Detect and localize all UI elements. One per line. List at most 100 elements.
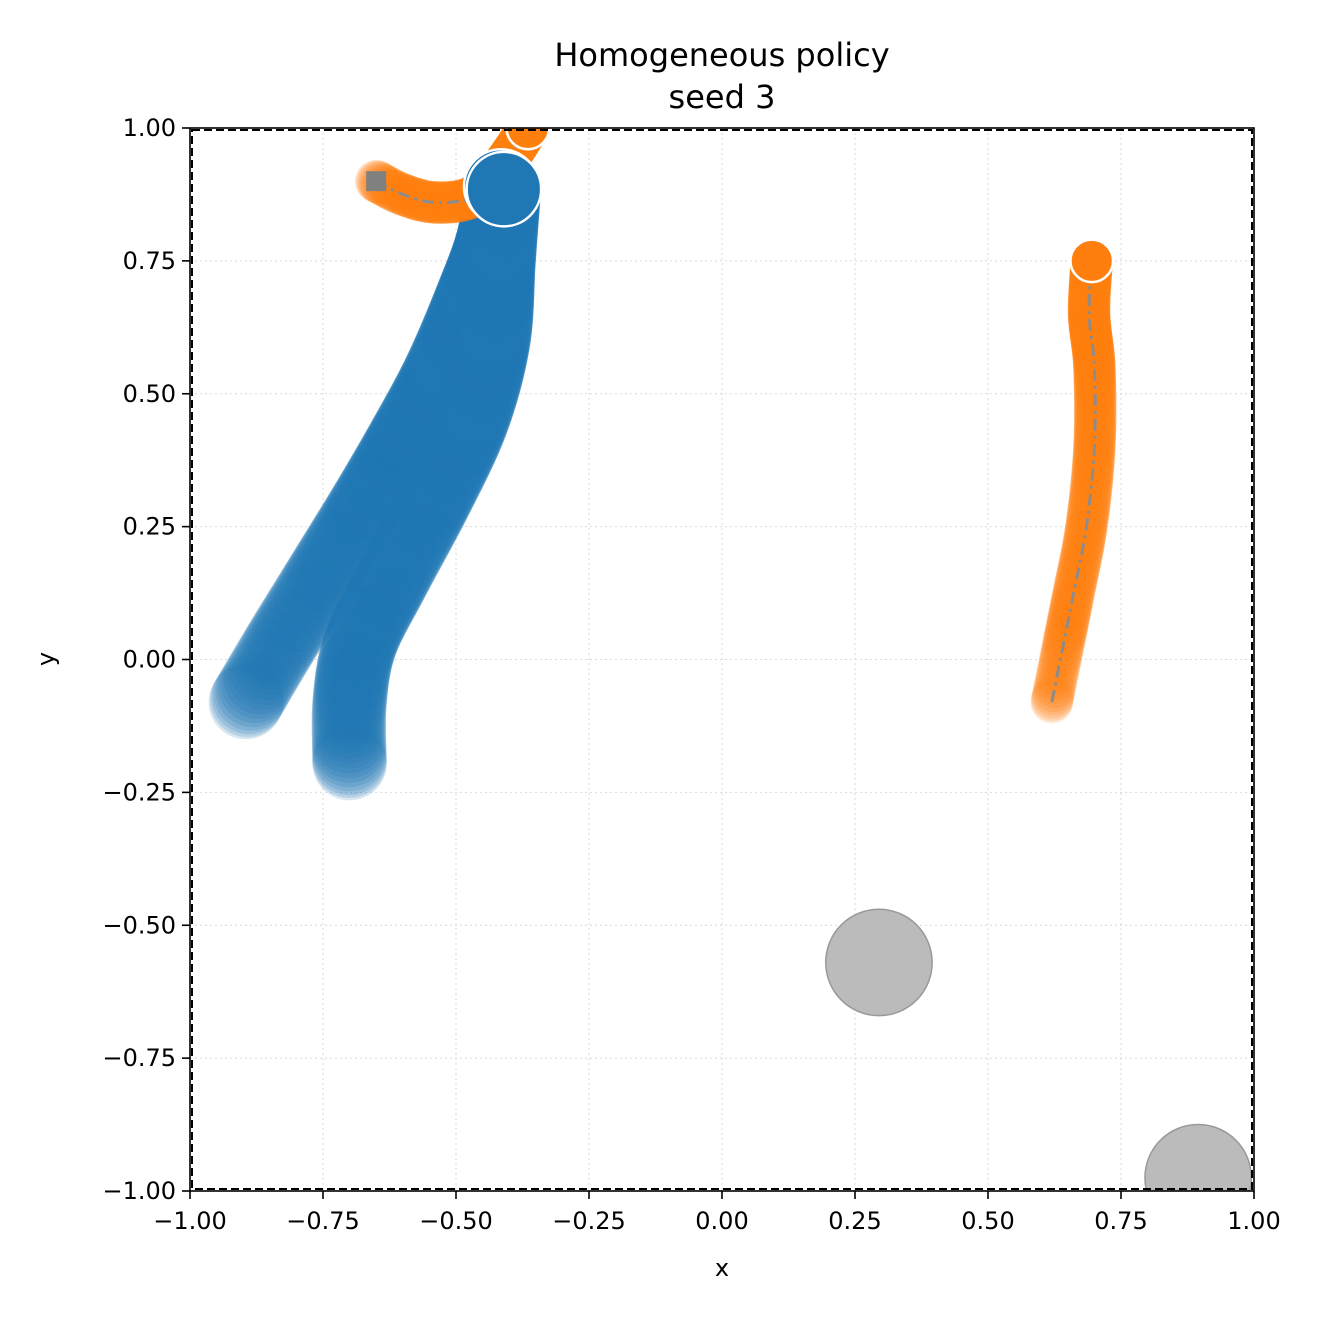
- trail-dot: [234, 620, 310, 696]
- x-axis-ticks: −1.00 −0.75 −0.50 −0.25 0.00 0.25 0.50 0.75 1.00: [153, 1191, 1281, 1235]
- x-tick-label: −0.50: [419, 1207, 493, 1235]
- trail-dot: [352, 547, 427, 623]
- trail-dot: [421, 181, 464, 224]
- trail-dot: [1066, 494, 1110, 538]
- trail-dot: [312, 725, 387, 801]
- trail-dot: [332, 584, 407, 660]
- trail-dot: [315, 635, 391, 711]
- trail-dot: [294, 522, 370, 597]
- trail-dot: [1039, 635, 1083, 679]
- y-tick-label: 0.75: [123, 247, 176, 275]
- trail-dot: [291, 527, 367, 602]
- x-tick-label: 1.00: [1227, 1207, 1280, 1235]
- trail-dot: [328, 468, 403, 543]
- trail-dot: [254, 587, 330, 662]
- trail-dot: [354, 542, 430, 618]
- trail-dot: [312, 720, 387, 795]
- x-tick-label: 0.25: [828, 1207, 881, 1235]
- trail-dot: [392, 176, 435, 220]
- trail-dot: [357, 418, 433, 493]
- trail-dot: [349, 431, 425, 507]
- y-tick-label: −0.25: [102, 778, 176, 806]
- x-tick-label: −0.25: [552, 1207, 626, 1235]
- trail-dot: [352, 427, 427, 502]
- agent-path-line: [1050, 260, 1097, 703]
- trail-dot: [370, 394, 446, 470]
- trail-dot: [376, 385, 451, 460]
- trail-dot: [208, 664, 284, 740]
- trail-dot: [415, 181, 459, 224]
- trail-dot: [313, 656, 388, 731]
- trail-dot: [321, 610, 397, 686]
- trail-dot: [311, 708, 387, 783]
- trail-dot: [301, 512, 376, 587]
- agent-final-position: [1069, 238, 1115, 284]
- y-tick-label: 0.25: [123, 513, 176, 541]
- trail-dot: [360, 531, 435, 607]
- trail-dot: [311, 683, 387, 759]
- trail-dot: [311, 693, 387, 769]
- trail-dot: [323, 606, 398, 681]
- trail-dot: [210, 662, 285, 737]
- trail-dot: [319, 619, 394, 694]
- trail-dot: [1073, 419, 1116, 463]
- trail-dot: [260, 577, 336, 652]
- trail-dot: [379, 497, 454, 573]
- trail-dot: [403, 451, 478, 526]
- trail-dot: [312, 716, 387, 792]
- trail-dot: [319, 482, 395, 558]
- trail-dot: [248, 597, 324, 672]
- trail-dot: [223, 639, 298, 715]
- trail-dot: [316, 487, 392, 562]
- trail-dot: [317, 627, 392, 702]
- trail-dot: [312, 723, 387, 798]
- trail-dot: [368, 399, 443, 475]
- trail-dot: [331, 463, 406, 538]
- y-tick-label: 0.50: [123, 380, 176, 408]
- arena-boundary: [191, 129, 1253, 1190]
- trail-dot: [228, 630, 304, 705]
- trail-dot: [213, 656, 289, 731]
- trail-dot: [339, 449, 414, 525]
- chart-title-line-1: Homogeneous policy: [554, 36, 889, 74]
- trail-dot: [1030, 680, 1074, 724]
- trail-dot: [326, 597, 401, 673]
- trail-dot: [396, 178, 440, 221]
- trail-dot: [288, 532, 364, 607]
- trail-dot: [322, 477, 397, 553]
- trail-dot: [311, 678, 387, 754]
- trail-dot: [313, 492, 388, 567]
- trail-dot: [394, 468, 470, 544]
- trail-dot: [391, 474, 467, 549]
- trail-dot: [390, 176, 433, 219]
- trail-dot: [1064, 510, 1107, 554]
- trail-dot: [355, 422, 430, 498]
- y-axis-ticks: −1.00 −0.75 −0.50 −0.25 0.00 0.25 0.50 0.75 1.00: [102, 114, 190, 1205]
- trail-dot: [365, 404, 441, 479]
- trail-dot: [1043, 616, 1086, 660]
- trail-dot: [385, 486, 460, 561]
- trail-dot: [263, 572, 339, 647]
- trail-dot: [270, 562, 345, 637]
- trail-dot: [400, 457, 475, 532]
- trail-dot: [245, 601, 321, 677]
- trail-dot: [349, 552, 425, 628]
- trail-dot: [399, 178, 442, 222]
- trail-dot: [334, 580, 410, 655]
- trail-dot: [311, 698, 387, 774]
- trail-dot: [362, 409, 438, 484]
- trail-dot: [1038, 639, 1082, 683]
- trail-dot: [298, 517, 373, 592]
- trail-dot: [312, 712, 387, 788]
- trail-dot: [1073, 413, 1117, 457]
- trail-dot: [320, 614, 395, 690]
- trail-dot: [312, 664, 387, 740]
- y-axis-label: y: [32, 652, 60, 666]
- trail-dot: [424, 181, 467, 224]
- chart-title-line-2: seed 3: [669, 78, 776, 116]
- trail-dot: [237, 615, 313, 691]
- trail-dot: [211, 659, 287, 735]
- trail-dot: [366, 520, 441, 596]
- obstacles: [824, 908, 1253, 1191]
- agent-final-position: [465, 150, 543, 228]
